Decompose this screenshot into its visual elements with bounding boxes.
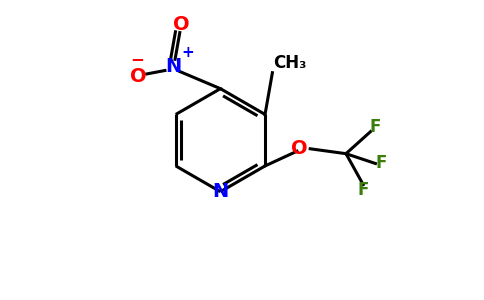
Text: F: F — [370, 118, 381, 136]
Text: CH₃: CH₃ — [273, 54, 306, 72]
Text: N: N — [212, 182, 228, 201]
Text: F: F — [358, 182, 369, 200]
Text: O: O — [130, 67, 147, 86]
Text: O: O — [173, 15, 189, 34]
Text: N: N — [166, 57, 182, 76]
Text: O: O — [291, 139, 308, 158]
Text: −: − — [131, 50, 144, 68]
Text: +: + — [181, 45, 194, 60]
Text: F: F — [376, 154, 387, 172]
